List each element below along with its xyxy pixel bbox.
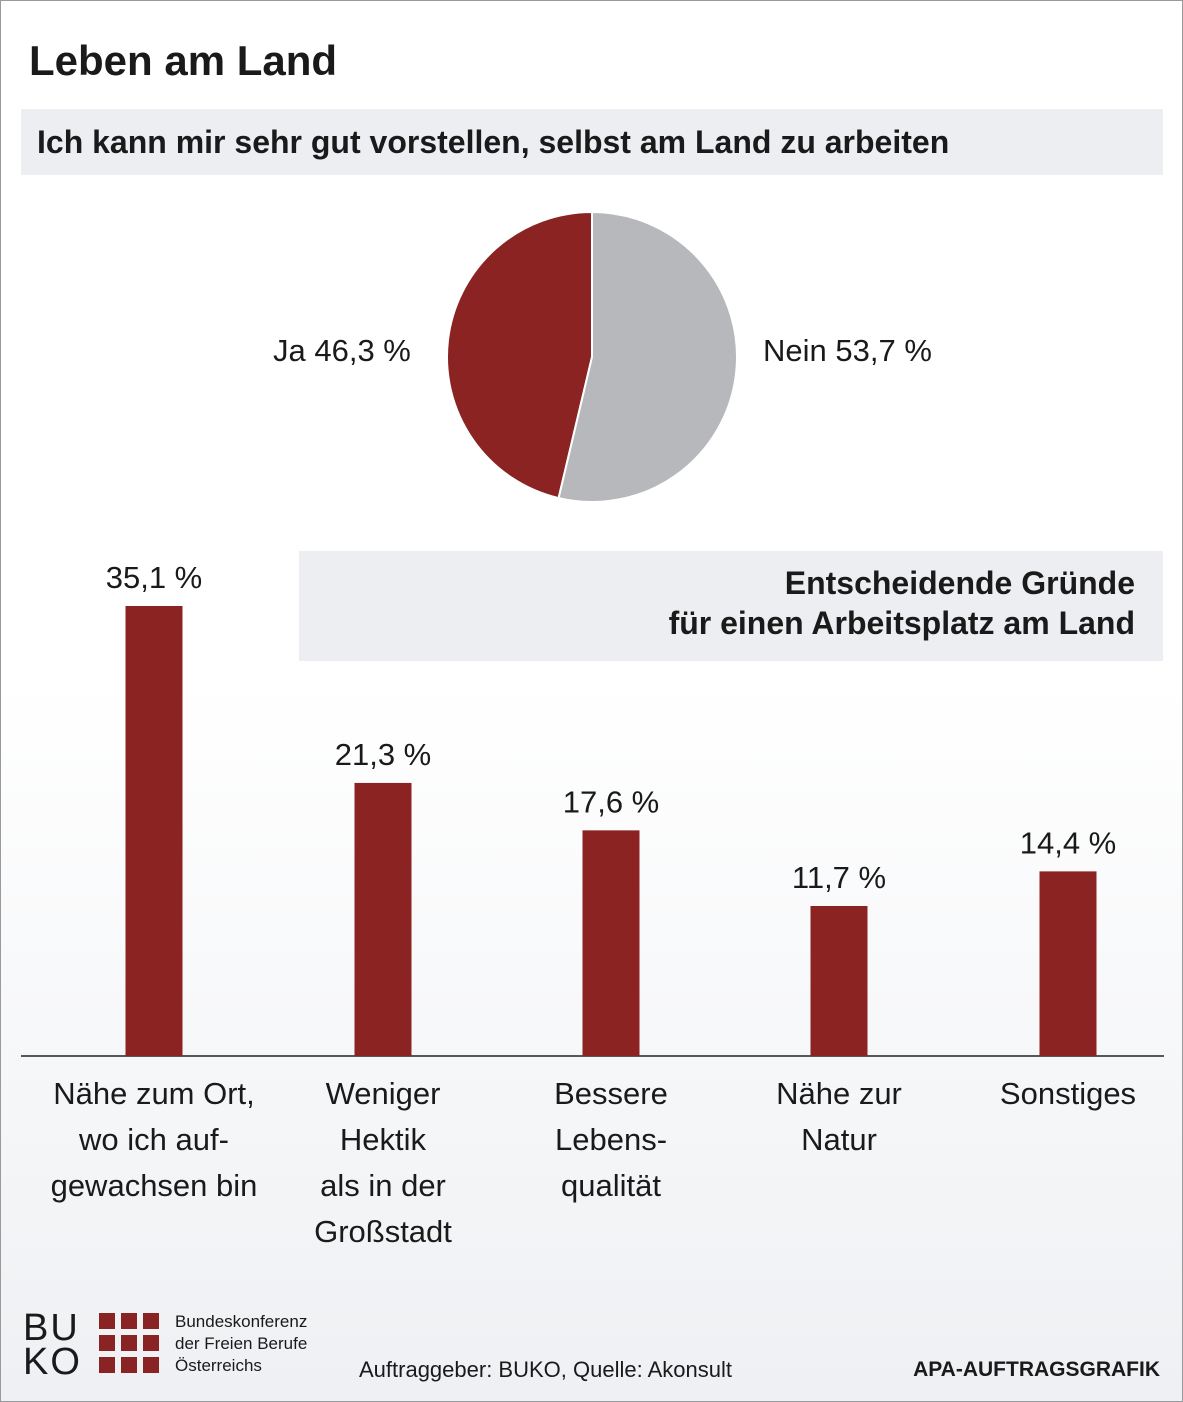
- category-label-line: Bessere: [554, 1076, 668, 1111]
- category-label-line: Nähe zum Ort,: [53, 1076, 255, 1111]
- category-label-line: Lebens-: [554, 1122, 668, 1157]
- category-label-line: Sonstiges: [999, 1076, 1137, 1111]
- buko-logo-line1: Bundeskonferenz: [175, 1312, 308, 1331]
- pie-label-nein: Nein 53,7 %: [763, 333, 932, 368]
- category-label-line: wo ich auf-: [79, 1122, 229, 1157]
- category-label-line: Weniger: [325, 1076, 441, 1111]
- source-note: Auftraggeber: BUKO, Quelle: Akonsult: [359, 1357, 732, 1382]
- bar-4: [810, 906, 868, 1056]
- category-label-1: Nähe zum Ort, wo ich auf- gewachsen bin: [34, 1071, 274, 1209]
- category-label-line: als in der: [320, 1168, 446, 1203]
- buko-logo-letters: BU KO: [23, 1307, 82, 1383]
- bar-value-label-2: 21,3 %: [335, 737, 432, 772]
- bar-value-label-1: 35,1 %: [106, 560, 203, 595]
- bar-1: [125, 606, 183, 1056]
- bar-value-label-5: 14,4 %: [1020, 825, 1117, 860]
- bar-value-label-4: 11,7 %: [792, 860, 886, 895]
- category-label-line: Hektik: [339, 1122, 427, 1157]
- buko-logo-text: Bundeskonferenz der Freien Berufe Österr…: [175, 1311, 307, 1377]
- pie-subtitle-bar: Ich kann mir sehr gut vorstellen, selbst…: [21, 109, 1163, 175]
- category-label-line: qualität: [561, 1168, 661, 1203]
- bar-section-bar: Entscheidende Gründe für einen Arbeitspl…: [299, 551, 1163, 661]
- category-label-5: Sonstiges: [948, 1071, 1182, 1117]
- bar-value-label-3: 17,6 %: [563, 784, 660, 819]
- bar-section-title-line2: für einen Arbeitsplatz am Land: [668, 605, 1135, 641]
- bar-3: [582, 830, 640, 1056]
- category-label-line: Großstadt: [314, 1214, 452, 1249]
- bar-section-title: Entscheidende Gründe für einen Arbeitspl…: [669, 563, 1135, 643]
- pie-slice-ja: [446, 210, 593, 500]
- category-label-2: Weniger Hektik als in der Großstadt: [263, 1071, 503, 1255]
- category-label-line: Nähe zur: [776, 1076, 902, 1111]
- category-label-line: gewachsen bin: [50, 1168, 258, 1203]
- page-title: Leben am Land: [29, 37, 338, 84]
- buko-logo-line3: Österreichs: [175, 1356, 262, 1375]
- buko-logo: BU KO Bundeskonferenz der Freien Berufe …: [23, 1307, 353, 1383]
- pie-slice-nein: [557, 210, 738, 503]
- pie-label-ja: Ja 46,3 %: [273, 333, 411, 368]
- buko-logo-letters-top: BU: [23, 1307, 80, 1349]
- category-label-4: Nähe zur Natur: [719, 1071, 959, 1163]
- buko-logo-letters-bottom: KO: [23, 1341, 82, 1383]
- bar-2: [354, 782, 412, 1056]
- category-label-3: Bessere Lebens- qualität: [491, 1071, 731, 1209]
- category-label-line: Natur: [801, 1122, 877, 1157]
- pie-chart: [446, 210, 738, 503]
- bar-chart: 35,1 % 21,3 % 17,6 % 11,7 % 14,4 %: [21, 560, 1164, 1057]
- buko-logo-line2: der Freien Berufe: [175, 1334, 308, 1353]
- bar-5: [1039, 871, 1097, 1056]
- pie-subtitle: Ich kann mir sehr gut vorstellen, selbst…: [37, 124, 950, 160]
- buko-logo-squares-icon: [99, 1313, 159, 1373]
- bar-section-title-line1: Entscheidende Gründe: [784, 565, 1135, 601]
- credit-label: APA-AUFTRAGSGRAFIK: [913, 1358, 1160, 1381]
